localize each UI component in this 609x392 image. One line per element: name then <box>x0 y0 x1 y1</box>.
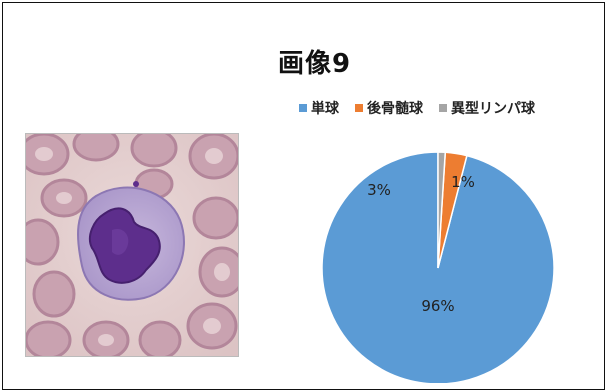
slice-atypical-lymphocyte <box>437 151 447 269</box>
blood-smear-micrograph <box>25 133 239 357</box>
slide-title: 画像9 <box>277 49 352 79</box>
data-label-atypical-lymphocyte: 1% <box>451 173 475 191</box>
data-label-monocyte: 96% <box>421 297 454 315</box>
legend-item-atypical-lymphocyte: 異型リンパ球 <box>439 98 535 118</box>
legend-item-monocyte: 単球 <box>299 98 339 118</box>
legend-label-metamyelocyte: 後骨髄球 <box>367 101 423 117</box>
chart-legend: 単球 後骨髄球 異型リンパ球 <box>299 98 535 118</box>
legend-label-atypical-lymphocyte: 異型リンパ球 <box>451 101 535 117</box>
data-label-metamyelocyte: 3% <box>367 181 391 199</box>
legend-label-monocyte: 単球 <box>311 101 339 117</box>
legend-swatch-atypical-lymphocyte <box>439 104 447 112</box>
legend-swatch-monocyte <box>299 104 307 112</box>
pie-chart: 96% 3% 1% <box>321 151 555 383</box>
legend-swatch-metamyelocyte <box>355 104 363 112</box>
legend-item-metamyelocyte: 後骨髄球 <box>355 98 423 118</box>
slice-monocyte <box>321 151 555 383</box>
